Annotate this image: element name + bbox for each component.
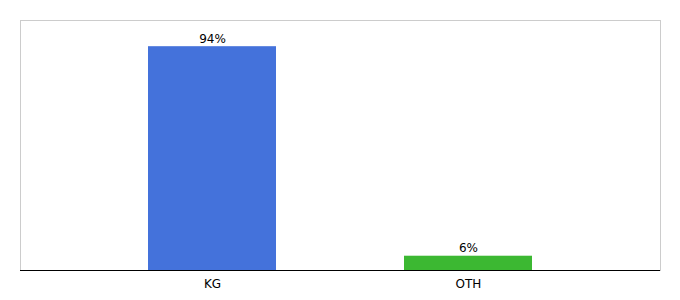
svg-text:OTH: OTH bbox=[456, 277, 482, 291]
svg-text:6%: 6% bbox=[459, 241, 478, 255]
svg-text:94%: 94% bbox=[199, 32, 226, 46]
svg-text:KG: KG bbox=[204, 277, 221, 291]
